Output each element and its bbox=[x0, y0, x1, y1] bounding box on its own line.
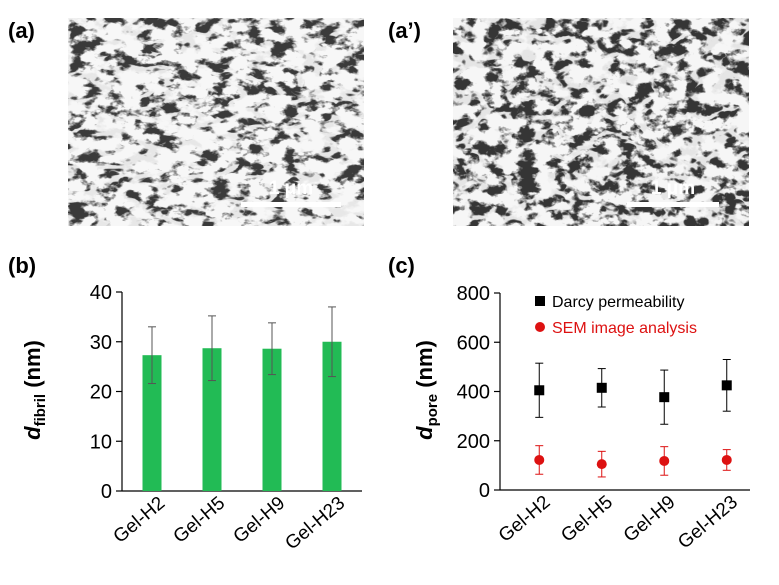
y-tick-label: 0 bbox=[101, 481, 112, 503]
y-tick-label: 600 bbox=[457, 332, 490, 354]
y-tick-label: 20 bbox=[90, 382, 112, 404]
panel-label-a: (a) bbox=[8, 18, 35, 43]
x-category-label: Gel-H9 bbox=[230, 493, 290, 548]
bar bbox=[142, 355, 162, 491]
legend-label: Darcy permeability bbox=[552, 294, 684, 311]
data-point-square bbox=[721, 380, 732, 391]
scalebar-a-prime bbox=[627, 202, 719, 207]
data-point-square bbox=[659, 392, 670, 403]
y-tick-label: 400 bbox=[457, 382, 490, 404]
data-point-square bbox=[596, 382, 607, 393]
legend-marker-square bbox=[535, 296, 545, 306]
legend-label: SEM image analysis bbox=[552, 320, 697, 337]
y-tick-label: 30 bbox=[90, 332, 112, 354]
panel-label-a-prime: (a’) bbox=[388, 18, 421, 43]
sem-image-a: 1 μm bbox=[68, 18, 364, 226]
x-category-label: Gel-H23 bbox=[674, 492, 742, 554]
bar bbox=[322, 341, 342, 491]
bar bbox=[202, 348, 222, 491]
x-category-label: Gel-H9 bbox=[620, 492, 680, 547]
legend-marker-circle bbox=[535, 322, 545, 332]
y-tick-label: 200 bbox=[457, 431, 490, 453]
y-axis-label-c: dpore (nm) bbox=[412, 340, 441, 440]
x-category-label: Gel-H5 bbox=[557, 492, 617, 547]
y-tick-label: 800 bbox=[457, 283, 490, 305]
y-tick-label: 40 bbox=[90, 282, 112, 304]
scalebar-label-a: 1 μm bbox=[269, 178, 313, 199]
scalebar-a bbox=[241, 202, 341, 207]
x-category-label: Gel-H5 bbox=[170, 493, 230, 548]
data-point-square bbox=[534, 385, 545, 396]
x-category-label: Gel-H2 bbox=[110, 493, 170, 548]
y-tick-label: 10 bbox=[90, 431, 112, 453]
y-axis-label-b: dfibril (nm) bbox=[20, 340, 49, 440]
data-point-circle bbox=[534, 454, 545, 465]
panel-label-b: (b) bbox=[8, 253, 37, 278]
y-tick-label: 0 bbox=[479, 480, 490, 502]
sem-image-a-prime: 1 μm bbox=[453, 18, 749, 226]
x-category-label: Gel-H23 bbox=[282, 493, 350, 555]
panel-label-c: (c) bbox=[388, 253, 415, 278]
data-point-circle bbox=[721, 454, 732, 465]
data-point-circle bbox=[659, 455, 670, 466]
data-point-circle bbox=[596, 459, 607, 470]
x-category-label: Gel-H2 bbox=[495, 492, 555, 547]
bar bbox=[262, 348, 282, 491]
scalebar-label-a-prime: 1 μm bbox=[651, 178, 695, 199]
